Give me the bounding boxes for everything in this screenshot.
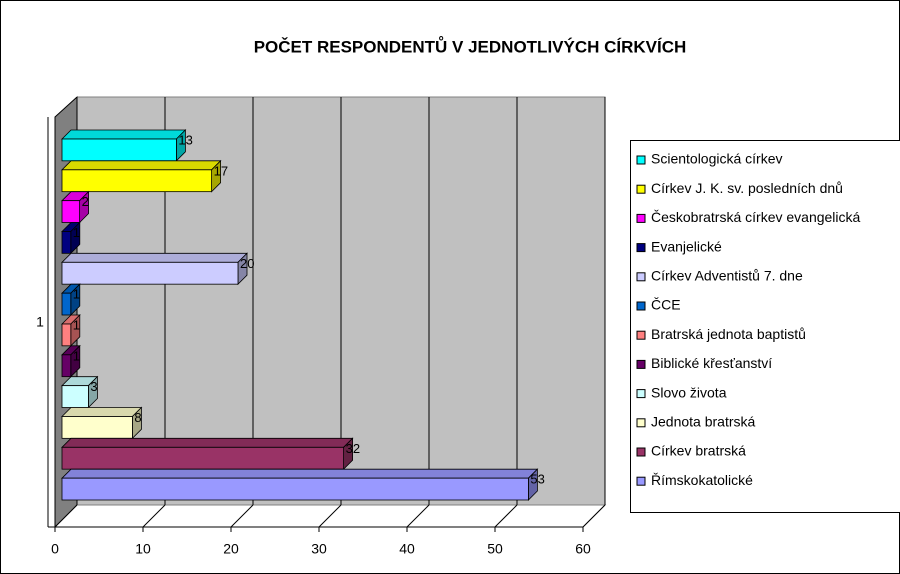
bar <box>61 169 213 193</box>
floor-grid-line <box>582 504 606 528</box>
bar <box>61 231 72 254</box>
legend-label: Evanjelické <box>651 238 722 254</box>
legend-label: Slovo života <box>651 384 727 400</box>
legend-swatch <box>636 359 646 369</box>
floor-grid-line <box>406 504 430 528</box>
legend-swatch <box>636 418 646 428</box>
x-tick-label: 40 <box>399 541 415 557</box>
x-tick-label: 50 <box>487 541 503 557</box>
floor-grid-line <box>142 504 166 528</box>
bar <box>61 354 72 378</box>
bar-top <box>61 437 354 448</box>
bar <box>61 385 89 408</box>
bar-top <box>61 252 248 263</box>
data-label: 1 <box>73 225 80 240</box>
chart-title: POČET RESPONDENTŮ V JEDNOTLIVÝCH CÍRKVÍC… <box>254 36 687 56</box>
legend-swatch <box>636 447 646 457</box>
legend-swatch <box>636 243 646 253</box>
category-label: 1 <box>36 314 44 330</box>
legend-label: Církev J. K. sv. posledních dnů <box>651 180 843 196</box>
data-label: 13 <box>178 132 192 147</box>
data-label: 2 <box>82 194 89 209</box>
data-label: 17 <box>214 163 228 178</box>
legend-swatch <box>636 184 646 194</box>
bar <box>61 323 72 347</box>
bar-top <box>61 129 187 140</box>
data-label: 1 <box>73 348 80 363</box>
bar <box>61 261 239 285</box>
bar-top <box>61 407 143 417</box>
legend-label: Římskokatolické <box>651 472 753 488</box>
legend-label: Biblické křesťanství <box>651 355 772 371</box>
x-tick-label: 10 <box>135 541 151 557</box>
floor-grid-line <box>54 504 78 528</box>
legend-swatch <box>636 389 646 399</box>
bar <box>61 138 177 162</box>
legend-label: Scientologická církev <box>651 151 783 167</box>
bar <box>61 416 133 439</box>
bar-top <box>61 468 539 479</box>
legend-label: Českobratrská církev evangelická <box>651 209 861 225</box>
bar <box>61 292 72 316</box>
x-tick-label: 60 <box>575 541 591 557</box>
data-label: 1 <box>73 317 80 332</box>
data-label: 3 <box>90 379 97 394</box>
legend <box>630 140 900 513</box>
bar <box>61 200 81 223</box>
data-label: 20 <box>240 256 254 271</box>
floor-grid-line <box>494 504 518 528</box>
legend-swatch <box>636 213 646 223</box>
legend-swatch <box>636 476 646 486</box>
bar <box>61 446 345 470</box>
legend-label: Církev bratrská <box>651 443 746 459</box>
legend-swatch <box>636 272 646 282</box>
legend-label: Bratrská jednota baptistů <box>651 326 806 342</box>
legend-swatch <box>636 155 646 165</box>
data-label: 8 <box>134 410 141 425</box>
legend-label: Církev Adventistů 7. dne <box>651 268 803 284</box>
data-label: 1 <box>73 287 80 302</box>
legend-swatch <box>636 330 646 340</box>
x-tick-label: 0 <box>51 541 59 557</box>
x-tick-label: 20 <box>223 541 239 557</box>
data-label: 53 <box>530 472 544 487</box>
floor-grid-line <box>230 504 254 528</box>
data-label: 32 <box>346 441 360 456</box>
x-tick-label: 30 <box>311 541 327 557</box>
legend-label: ČCE <box>651 297 681 313</box>
bar <box>61 477 529 501</box>
bar-top <box>61 160 222 171</box>
legend-swatch <box>636 301 646 311</box>
floor-grid-line <box>318 504 342 528</box>
legend-label: Jednota bratrská <box>651 414 755 430</box>
